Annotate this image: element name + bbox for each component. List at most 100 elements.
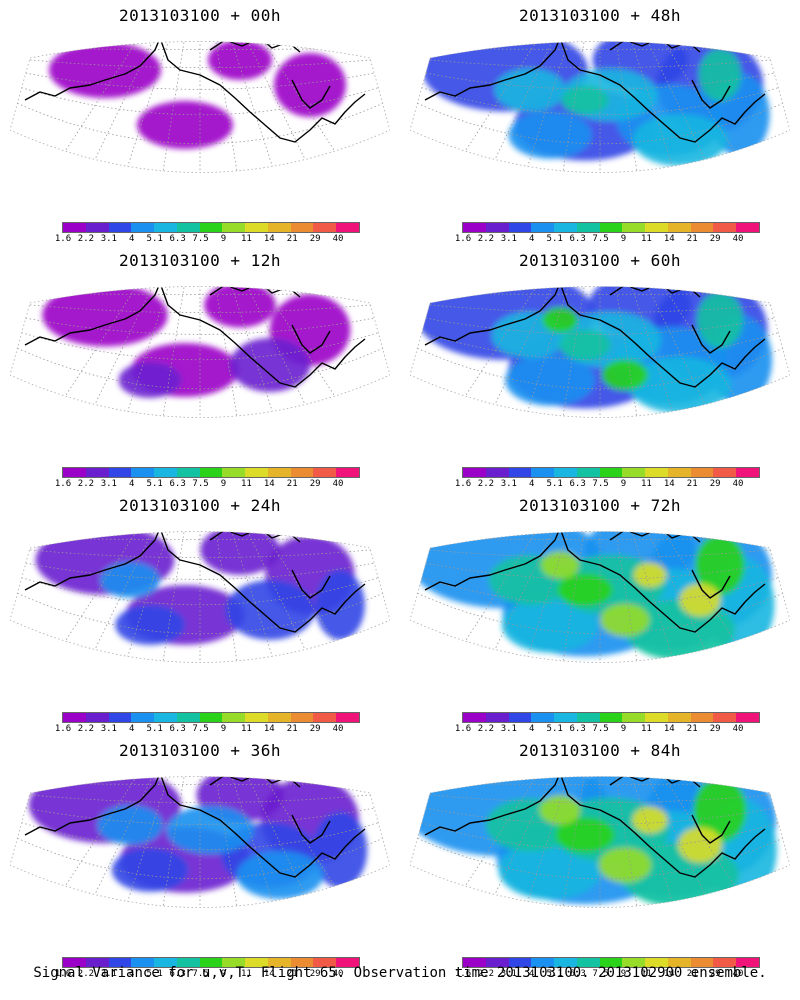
colorbar-tick-label: 3.1 (500, 724, 517, 734)
variance-contour (601, 359, 649, 391)
colorbar-tick-label: 3.1 (100, 234, 117, 244)
colorbar (462, 467, 760, 478)
colorbar-tick-label: 29 (309, 479, 321, 489)
colorbar-swatch (108, 958, 132, 967)
colorbar-tick-label: 3.1 (500, 479, 517, 489)
colorbar-tick-label: 9 (220, 479, 227, 489)
colorbar-tick-label: 40 (332, 234, 344, 244)
colorbar-swatch (290, 958, 314, 967)
colorbar-swatch (622, 958, 646, 967)
variance-contour (274, 53, 346, 117)
colorbar-swatch (313, 713, 337, 722)
polar-map (410, 41, 790, 173)
variance-contour (494, 68, 566, 112)
colorbar-tick-label: 2.2 (77, 969, 95, 979)
colorbar-swatch (131, 468, 155, 477)
latitude-line (10, 834, 390, 880)
colorbar-tick-label: 6.3 (569, 969, 586, 979)
colorbar-labels: 1.6 2.2 3.1 4 5.1 6.3 7.5 9 11 14 21 29 40 (440, 234, 780, 246)
colorbar-tick-label: 40 (732, 969, 744, 979)
meridian-line (159, 531, 187, 663)
colorbar-tick-label: 2.2 (477, 724, 495, 734)
colorbar-tick-label: 6.3 (569, 724, 586, 734)
colorbar-swatch (667, 223, 691, 232)
colorbar-tick-label: 5.1 (146, 479, 163, 489)
colorbar-tick-label: 40 (732, 724, 744, 734)
variance-contour (225, 580, 315, 640)
variance-contour (166, 806, 254, 854)
meridian-line (119, 41, 173, 173)
meridian-line (641, 776, 721, 908)
meridian-line (627, 41, 681, 173)
colorbar-tick-label: 3.1 (500, 969, 517, 979)
colorbar-tick-label: 9 (620, 234, 627, 244)
polar-map (410, 286, 790, 418)
colorbar-tick-label: 6.3 (169, 724, 186, 734)
colorbar-swatch (531, 713, 555, 722)
colorbar-tick-label: 2.2 (477, 479, 495, 489)
colorbar-tick-label: 40 (332, 479, 344, 489)
colorbar-swatch (131, 958, 155, 967)
variance-contour (693, 777, 747, 843)
latitude-line (10, 589, 390, 635)
colorbar-swatch (63, 223, 86, 232)
colorbar-tick-label: 21 (286, 724, 298, 734)
polar-map (410, 776, 790, 908)
colorbar-swatch (463, 958, 486, 967)
colorbar-swatch (245, 468, 268, 477)
colorbar-labels: 1.6 2.2 3.1 4 5.1 6.3 7.5 9 11 14 21 29 40 (440, 724, 780, 736)
colorbar (62, 712, 360, 723)
colorbar-swatch (485, 713, 509, 722)
meridian-line (159, 41, 187, 173)
colorbar-swatch (85, 223, 109, 232)
panel-title: 2013103100 + 60h (518, 251, 682, 270)
colorbar-tick-label: 3.1 (100, 479, 117, 489)
variance-contour (632, 113, 728, 167)
meridian-line (519, 286, 573, 418)
forecast-panel: 2013103100 + 36h 1.6 2.2 3.1 4 5.1 6.3 7.5 9 11 14… (0, 735, 400, 980)
colorbar-tick-label: 1.6 (54, 234, 72, 244)
colorbar-swatch (290, 713, 314, 722)
variance-contour (561, 85, 609, 115)
colorbar-swatch (690, 958, 714, 967)
colorbar-swatch (599, 958, 623, 967)
colorbar-swatch (85, 958, 109, 967)
panel-title: 2013103100 + 36h (118, 741, 282, 760)
colorbar-swatch (154, 468, 177, 477)
colorbar (462, 712, 760, 723)
colorbar-tick-label: 3.1 (100, 969, 117, 979)
colorbar-tick-label: 29 (709, 234, 721, 244)
variance-contour (204, 286, 276, 328)
colorbar-tick-label: 1.6 (54, 969, 72, 979)
colorbar-swatch (508, 468, 532, 477)
colorbar-swatch (485, 223, 509, 232)
colorbar-tick-label: 6.3 (569, 234, 586, 244)
colorbar-labels: 1.6 2.2 3.1 4 5.1 6.3 7.5 9 11 14 21 29 40 (40, 724, 380, 736)
colorbar-swatch (176, 958, 200, 967)
colorbar-tick-label: 9 (220, 234, 227, 244)
colorbar-tick-label: 14 (663, 479, 675, 489)
meridian-line (613, 776, 641, 908)
colorbar-tick-label: 4 (129, 724, 135, 734)
colorbar-tick-label: 14 (663, 969, 675, 979)
colorbar-swatch (599, 468, 623, 477)
variance-contour (557, 573, 613, 607)
panel-title: 2013103100 + 24h (118, 496, 282, 515)
colorbar-swatch (576, 468, 600, 477)
meridian-line (613, 41, 641, 173)
meridian-line (627, 776, 681, 908)
colorbar-tick-label: 6.3 (169, 969, 186, 979)
colorbar-swatch (245, 223, 268, 232)
colorbar-tick-label: 7.5 (592, 724, 609, 734)
colorbar-tick-label: 4 (129, 969, 135, 979)
colorbar-swatch (108, 713, 132, 722)
panel-title: 2013103100 + 12h (118, 251, 282, 270)
colorbar-swatch (508, 958, 532, 967)
meridian-line (241, 776, 321, 908)
colorbar-swatch (131, 223, 155, 232)
colorbar-tick-label: 1.6 (54, 724, 72, 734)
variance-contour (208, 41, 272, 80)
polar-map (410, 531, 790, 663)
variance-contour (111, 848, 189, 892)
colorbar-swatch (290, 468, 314, 477)
